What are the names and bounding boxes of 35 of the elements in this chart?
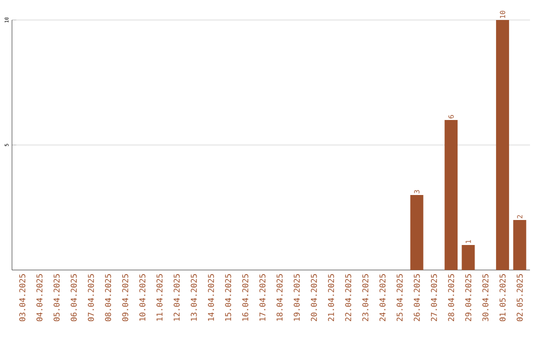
x-tick-label: 16.04.2025 (242, 274, 248, 321)
x-tick-label: 28.04.2025 (448, 274, 454, 322)
x-tick-label: 04.04.2025 (36, 274, 42, 322)
x-tick-label: 01.05.2025 (500, 274, 506, 322)
bar (462, 245, 475, 270)
x-tick-label: 21.04.2025 (328, 274, 334, 322)
x-tick-label: 12.04.2025 (174, 274, 180, 321)
x-tick-label: 19.04.2025 (294, 274, 300, 321)
bar (410, 195, 424, 270)
x-tick-label: 06.04.2025 (70, 274, 77, 322)
x-tick-label: 18.04.2025 (276, 274, 283, 321)
x-tick-label: 25.04.2025 (396, 274, 403, 322)
x-tick-label: 29.04.2025 (465, 274, 472, 322)
x-tick-label: 27.04.2025 (430, 274, 437, 322)
x-tick-label: 26.04.2025 (414, 274, 420, 322)
x-tick-label: 02.05.2025 (516, 274, 523, 322)
bar (496, 20, 510, 270)
x-tick-label: 07.04.2025 (88, 274, 94, 322)
x-tick-label: 11.04.2025 (156, 274, 163, 321)
bar (513, 220, 526, 270)
x-tick-label: 23.04.2025 (362, 274, 368, 322)
x-tick-label: 10.04.2025 (139, 274, 146, 321)
x-tick-label: 24.04.2025 (379, 274, 386, 322)
x-tick-label: 20.04.2025 (310, 274, 317, 322)
x-tick-label: 15.04.2025 (225, 274, 232, 321)
x-tick-label: 14.04.2025 (208, 274, 214, 321)
x-tick-label: 08.04.2025 (105, 274, 112, 322)
bar (444, 120, 458, 270)
x-tick-label: 05.04.2025 (54, 274, 60, 322)
x-tick-label: 30.04.2025 (482, 274, 488, 322)
x-tick-label: 09.04.2025 (122, 274, 128, 322)
x-tick-label: 22.04.2025 (345, 274, 352, 322)
x-tick-label: 17.04.2025 (259, 274, 266, 321)
x-tick-label: 13.04.2025 (190, 274, 197, 321)
x-tick-label: 03.04.2025 (19, 274, 26, 322)
